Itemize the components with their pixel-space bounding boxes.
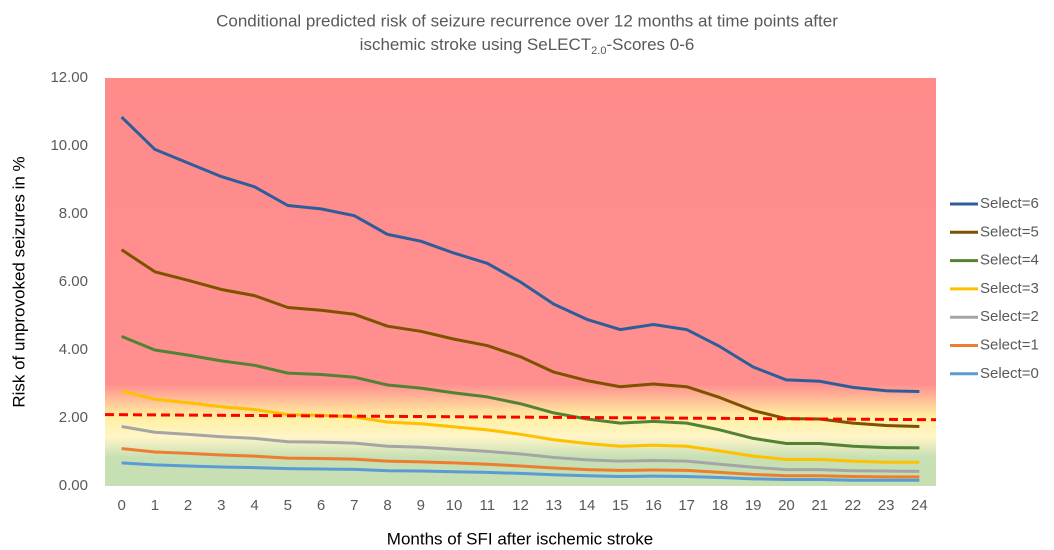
series-line (121, 461, 920, 482)
title-text: -Scores 0-6 (606, 35, 694, 54)
y-tick-label: 8.00 (59, 205, 88, 222)
legend-label: Select=5 (980, 223, 1039, 240)
y-tick-label: 10.00 (50, 137, 88, 154)
series-line (121, 335, 920, 450)
y-tick-label: 12.00 (50, 69, 88, 86)
x-tick-label: 3 (217, 497, 225, 514)
series-line (121, 389, 920, 464)
x-tick-label: 9 (417, 497, 425, 514)
x-tick-label: 13 (545, 497, 562, 514)
x-tick-label: 7 (350, 497, 358, 514)
legend-label: Select=3 (980, 280, 1039, 297)
title-subscript: 2.0 (591, 45, 606, 57)
series-line (121, 425, 920, 473)
x-tick-label: 24 (911, 497, 928, 514)
series-line (120, 248, 920, 428)
x-tick-label: 14 (579, 497, 596, 514)
y-tick-label: 4.00 (59, 341, 88, 358)
chart-title: ischemic stroke using SeLECT2.0-Scores 0… (360, 35, 695, 56)
x-tick-label: 0 (117, 497, 125, 514)
x-tick-label: 23 (878, 497, 895, 514)
x-tick-label: 12 (512, 497, 529, 514)
reference-line (104, 413, 937, 422)
x-tick-label: 8 (383, 497, 391, 514)
legend-label: Select=6 (980, 195, 1039, 212)
y-tick-label: 2.00 (59, 409, 88, 426)
x-tick-label: 10 (446, 497, 463, 514)
x-tick-label: 17 (678, 497, 695, 514)
x-tick-label: 6 (317, 497, 325, 514)
x-tick-label: 16 (645, 497, 662, 514)
x-tick-label: 15 (612, 497, 629, 514)
x-tick-label: 20 (778, 497, 795, 514)
y-tick-label: 0.00 (59, 477, 88, 494)
x-tick-label: 21 (811, 497, 828, 514)
x-axis-title: Months of SFI after ischemic stroke (387, 529, 653, 548)
x-tick-label: 22 (845, 497, 862, 514)
legend-label: Select=0 (980, 365, 1039, 382)
x-tick-label: 2 (184, 497, 192, 514)
x-tick-label: 11 (479, 497, 495, 514)
y-tick-label: 6.00 (59, 273, 88, 290)
series-line (120, 116, 920, 393)
legend-label: Select=4 (980, 252, 1039, 269)
chart-title: Conditional predicted risk of seizure re… (216, 11, 838, 30)
x-tick-label: 1 (151, 497, 159, 514)
x-tick-label: 4 (250, 497, 258, 514)
y-axis-title: Risk of unprovoked seizures in % (9, 156, 28, 407)
x-tick-label: 18 (712, 497, 729, 514)
title-text: ischemic stroke using SeLECT (360, 35, 591, 54)
legend-label: Select=2 (980, 308, 1039, 325)
x-tick-label: 19 (745, 497, 762, 514)
legend-label: Select=1 (980, 336, 1039, 353)
x-tick-label: 5 (284, 497, 292, 514)
series-line (121, 447, 920, 479)
